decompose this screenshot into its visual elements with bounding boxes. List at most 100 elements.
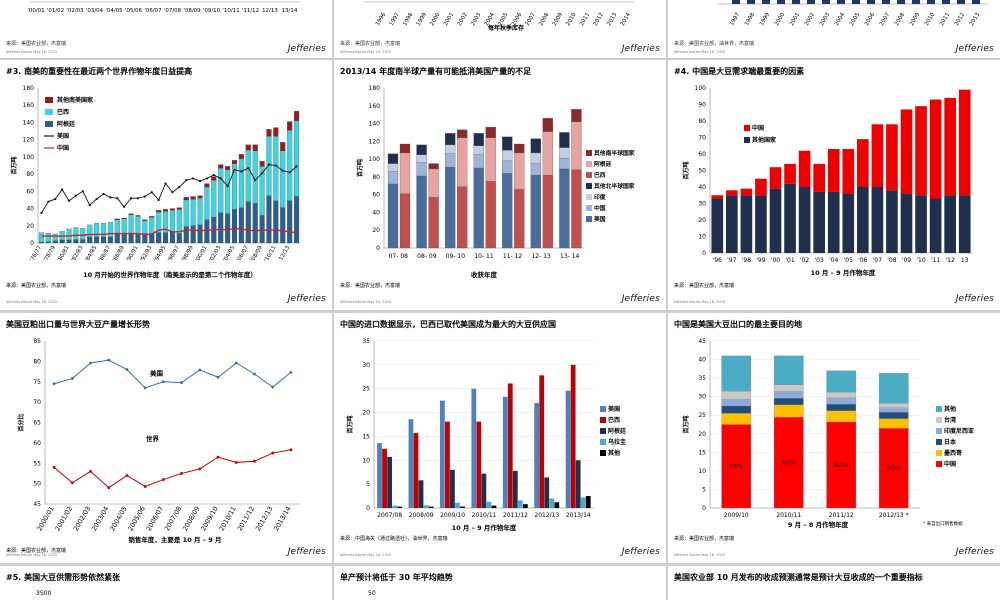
data-point [89, 470, 92, 473]
x-tick-label: '11 [931, 257, 940, 264]
data-point [102, 192, 105, 196]
y-tick-label: 60 [26, 188, 34, 195]
data-point [136, 197, 140, 200]
bar [450, 469, 455, 508]
bar-segment [502, 173, 513, 249]
bar-segment [204, 219, 210, 244]
bar-segment [38, 232, 44, 243]
bar-segment [444, 133, 456, 146]
legend-label: 巴西 [57, 108, 69, 116]
bar-segment [826, 392, 857, 398]
source-note: 来源：美国农业部，油世界，杰富瑞 [674, 41, 755, 47]
y-tick-label: 10 [698, 234, 706, 241]
y-tick-label: 45 [698, 338, 706, 345]
bar-segment [721, 413, 752, 425]
bar-segment [826, 421, 857, 509]
legend-label: 中国 [752, 124, 764, 132]
data-point [205, 177, 209, 180]
bar-segment [73, 239, 79, 244]
slide-title: 2013/14 年度南半球产量有可能抵消美国产量的不足 [340, 67, 532, 76]
slide-export-destinations: 中国是美国大豆出口的最主要目的地 0 5 10 15 20 25 30 35 40 45 百万吨 55… [668, 313, 1000, 563]
bar-segment [197, 224, 203, 244]
bar [807, 0, 815, 4]
data-point [267, 163, 271, 166]
x-tick-label: 2000 [429, 12, 441, 28]
bar-segment [769, 167, 782, 189]
bar-segment [944, 97, 956, 196]
bar-segment [169, 231, 175, 244]
bar-segment [238, 154, 244, 159]
y-tick-label: 5 [702, 486, 706, 493]
bar-segment [711, 198, 724, 253]
bar-segment [798, 187, 811, 253]
legend-label: 台湾 [944, 416, 956, 424]
bar-segment [428, 197, 439, 249]
legend-swatch [586, 216, 592, 222]
x-tick-label: '03/04 [86, 8, 104, 14]
bar-segment [135, 233, 141, 244]
bar-segment [929, 198, 942, 253]
y-tick-label: 180 [369, 85, 381, 92]
slide-title: #4. 中国是大豆需求端最重要的因素 [674, 67, 805, 76]
bar-segment [958, 89, 971, 196]
x-tick-label: 07- 08 [389, 253, 409, 260]
data-point [178, 185, 181, 189]
legend-swatch [600, 428, 606, 434]
bar-segment [530, 174, 542, 249]
data-point [143, 386, 147, 390]
legend-swatch [600, 406, 606, 412]
x-tick-label: 2010 [565, 12, 577, 28]
bar-segment [502, 136, 513, 151]
x-tick-label: 2011/12 [829, 512, 854, 519]
x-tick-label: '07/08 [164, 8, 182, 14]
slide-south-america: #3. 南美的重要性在最近两个世界作物年度日益提高 0 20 40 60 80 100 12… [0, 60, 332, 310]
data-point [107, 358, 111, 362]
data-point [180, 472, 184, 475]
slide-bottom-middle: 单产预计将低于 30 年平均趋势 50 [334, 566, 666, 600]
bar-segment [473, 167, 484, 249]
data-point [70, 377, 74, 380]
x-tick-label: 1998 [744, 12, 756, 28]
x-tick-label: 2003 [470, 12, 482, 28]
x-axis-label: 销售年度，主要是 10 月 – 9 月 [128, 535, 221, 544]
bar [747, 0, 755, 4]
bar-segment [784, 163, 796, 184]
bar-segment [502, 150, 513, 162]
bar-segment [473, 133, 484, 146]
bar-segment [245, 149, 251, 202]
x-tick-label: 2011 [939, 12, 951, 27]
y-tick-label: 55 [33, 460, 41, 467]
x-tick-label: '02/03 [209, 245, 223, 263]
bar-segment [87, 224, 93, 238]
legend-swatch [586, 205, 592, 211]
y-tick-label: 70 [33, 399, 41, 406]
series-line [41, 227, 297, 237]
bar-segment [252, 144, 258, 151]
data-point [253, 459, 256, 463]
x-tick-label: 2003 [819, 12, 831, 28]
x-tick-label: '05 [844, 257, 853, 264]
bar [418, 480, 424, 508]
x-tick-label: '88/89 [112, 245, 126, 263]
data-point [234, 461, 238, 464]
bar-segment [45, 232, 51, 242]
y-tick-label: 50 [33, 481, 41, 488]
x-tick-label: '10 [916, 257, 925, 264]
share-label: 55% [729, 462, 743, 470]
bar-segment [128, 214, 134, 234]
x-tick-label: 2012 [593, 12, 605, 27]
footer-note: Jefferies Bache May 16, 2025 [674, 50, 726, 54]
legend-label: 乌拉圭 [608, 438, 626, 446]
y-tick-label: 40 [698, 184, 706, 191]
data-point [89, 361, 92, 365]
bar [837, 0, 845, 4]
legend-label: 阿根廷 [57, 120, 76, 128]
bar-segment [287, 200, 293, 244]
y-tick-label: 20 [698, 217, 706, 224]
y-axis-label: 百万吨 [10, 156, 18, 174]
bar [942, 0, 950, 4]
y-tick-label: 20 [372, 227, 380, 234]
jefferies-logo: Jefferies [287, 294, 326, 304]
jefferies-logo: Jefferies [955, 294, 994, 304]
